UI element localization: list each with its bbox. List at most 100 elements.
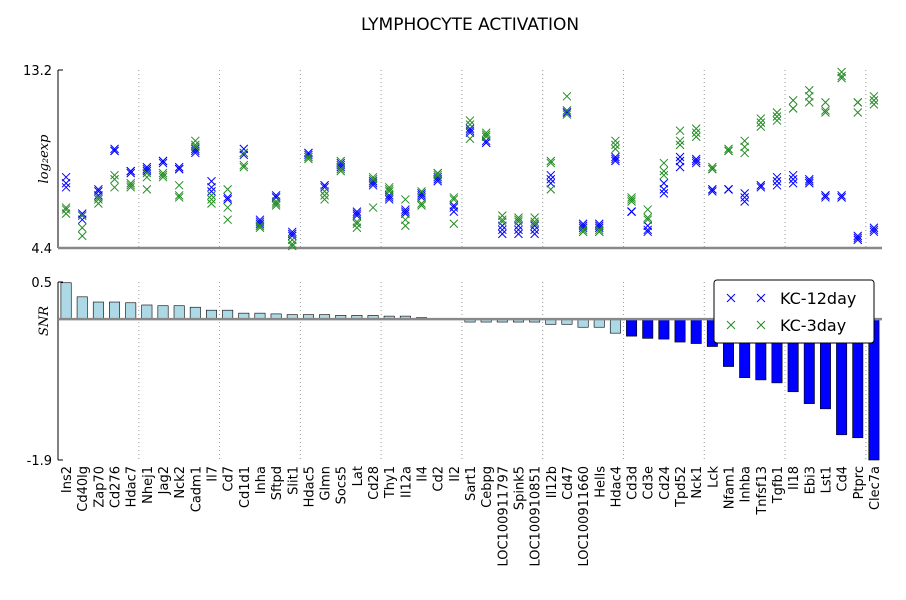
marker xyxy=(126,180,136,190)
marker xyxy=(417,201,426,210)
marker xyxy=(481,128,491,138)
x-tick-label: Il12a xyxy=(399,466,414,498)
marker xyxy=(578,227,588,237)
x-tick-label: Il18 xyxy=(787,466,802,490)
marker xyxy=(675,162,685,172)
x-tick-label: Sftpd xyxy=(270,466,285,500)
marker xyxy=(740,148,750,158)
marker xyxy=(94,191,103,200)
marker xyxy=(239,162,249,172)
x-tick-label: Il2 xyxy=(448,466,463,482)
marker xyxy=(562,110,572,119)
x-tick-label: Inhba xyxy=(739,466,754,503)
marker xyxy=(788,170,798,180)
marker xyxy=(465,128,475,138)
marker xyxy=(514,217,523,227)
marker xyxy=(643,213,653,223)
marker xyxy=(368,203,378,212)
marker xyxy=(417,193,426,202)
marker xyxy=(94,193,103,202)
marker xyxy=(207,199,216,208)
marker xyxy=(530,213,539,223)
marker xyxy=(207,182,216,192)
marker xyxy=(61,203,71,212)
marker xyxy=(756,182,766,192)
marker xyxy=(788,104,798,113)
x-tick-label: LOC100911797 xyxy=(496,466,511,567)
bar xyxy=(109,301,121,320)
marker xyxy=(691,156,701,166)
marker xyxy=(821,193,830,202)
marker xyxy=(223,195,233,204)
marker xyxy=(77,211,87,220)
bar xyxy=(157,305,169,320)
x-tick-label: Lat xyxy=(351,466,366,486)
marker xyxy=(546,158,556,168)
marker xyxy=(804,176,814,186)
marker xyxy=(142,168,152,178)
marker xyxy=(530,221,539,231)
legend-marker xyxy=(726,320,766,330)
x-tick-label: LOC100910851 xyxy=(529,466,544,567)
marker xyxy=(465,120,475,129)
marker xyxy=(869,100,879,109)
x-tick-label: Lck xyxy=(706,466,721,488)
marker xyxy=(384,187,394,196)
marker xyxy=(287,235,297,245)
marker xyxy=(320,195,329,204)
marker xyxy=(94,187,103,196)
x-tick-label: Cebpg xyxy=(480,466,495,508)
marker xyxy=(821,191,830,200)
marker xyxy=(207,195,216,204)
marker xyxy=(821,106,830,115)
marker xyxy=(77,209,87,218)
marker xyxy=(465,116,475,125)
marker xyxy=(255,219,265,229)
marker xyxy=(271,201,281,210)
marker xyxy=(158,158,168,168)
bar xyxy=(76,296,88,320)
marker xyxy=(417,191,426,200)
marker xyxy=(158,172,168,182)
marker xyxy=(449,193,459,202)
marker xyxy=(659,158,669,168)
marker xyxy=(788,95,798,105)
legend-label: KC-3day xyxy=(780,316,846,335)
bar xyxy=(189,306,201,320)
marker xyxy=(756,118,766,127)
marker xyxy=(352,211,362,220)
marker xyxy=(94,184,103,194)
marker xyxy=(804,91,814,101)
marker xyxy=(142,162,152,172)
marker xyxy=(659,166,669,176)
marker xyxy=(271,191,281,200)
marker xyxy=(772,180,782,190)
marker xyxy=(368,172,378,182)
marker xyxy=(546,156,556,166)
marker xyxy=(481,132,491,142)
marker xyxy=(110,174,119,184)
marker xyxy=(61,182,71,192)
marker xyxy=(336,166,346,176)
marker xyxy=(594,225,604,235)
marker xyxy=(449,201,459,210)
marker xyxy=(707,164,717,174)
marker xyxy=(304,150,313,160)
marker xyxy=(239,148,249,158)
marker xyxy=(578,219,588,229)
marker xyxy=(401,215,410,225)
marker xyxy=(821,108,830,117)
marker xyxy=(61,209,71,218)
x-tick-label: Cadm1 xyxy=(189,466,204,512)
marker xyxy=(497,225,507,235)
marker xyxy=(384,193,394,202)
marker xyxy=(578,225,588,235)
marker xyxy=(287,227,297,237)
bar xyxy=(222,309,234,320)
marker xyxy=(174,191,184,200)
x-tick-label: Il7 xyxy=(205,466,220,482)
x-tick-label: Clec7a xyxy=(868,466,883,510)
marker xyxy=(287,241,297,251)
marker xyxy=(336,160,346,170)
marker xyxy=(530,217,539,227)
